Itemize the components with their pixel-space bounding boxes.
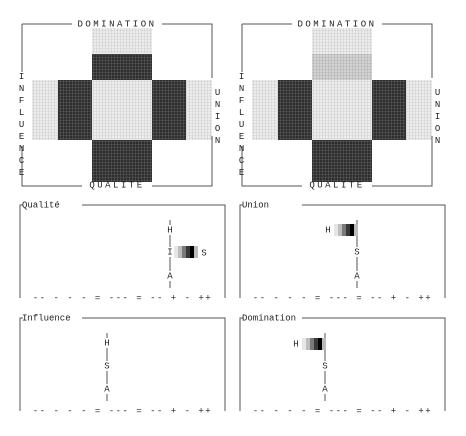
axis-letter: S [104, 361, 109, 371]
label-left: INFLUENCE [17, 72, 27, 180]
letter-bg [103, 361, 111, 371]
grid-cell-block [312, 140, 372, 182]
letter-bg [200, 248, 208, 258]
score-bar [190, 246, 194, 258]
axis-letter: A [354, 271, 360, 281]
label-right: UNION [433, 88, 443, 148]
grid-cell-block [312, 54, 372, 80]
label-bottom: QUALITE [309, 180, 364, 190]
axis-letter: S [322, 361, 327, 371]
panel-frame [239, 317, 446, 411]
axis-letter: H [325, 225, 330, 235]
score-bar [338, 224, 342, 236]
axis-letter: A [322, 384, 328, 394]
score-bar [186, 246, 190, 258]
label-bottom: QUALITE [89, 180, 144, 190]
panel-title: Domination [242, 313, 296, 323]
score-bar [174, 246, 178, 258]
grid-cell-block [152, 80, 186, 140]
grid-cell-block [278, 80, 312, 140]
axis-letter: A [104, 384, 110, 394]
letter-bg [353, 271, 361, 281]
score-bar [334, 224, 338, 236]
panel-frame [19, 204, 226, 298]
grid-cell-block [92, 54, 152, 80]
letter-bg [166, 247, 174, 257]
grid-cell-block [312, 80, 372, 140]
scale: -- - - - = --- = -- + - ++ [253, 293, 432, 303]
axis-letter: H [293, 339, 298, 349]
letter-bg [292, 339, 300, 349]
score-bar [178, 246, 182, 258]
axis-letter: I [167, 247, 172, 257]
score-bar [194, 246, 198, 258]
letter-bg [353, 247, 361, 257]
score-bar [310, 338, 314, 350]
panel-frame [239, 204, 446, 298]
score-bar [182, 246, 186, 258]
scale: -- - - - = --- = -- + - ++ [253, 406, 432, 416]
score-bar [302, 338, 306, 350]
score-bar [342, 224, 346, 236]
letter-bg [166, 271, 174, 281]
axis-letter: A [167, 271, 173, 281]
grid-cell-block [312, 28, 372, 54]
score-bar [346, 224, 350, 236]
axis-letter: H [104, 338, 109, 348]
letter-bg [103, 384, 111, 394]
panel-frame [19, 317, 226, 411]
label-right: UNION [213, 88, 223, 148]
score-bar [318, 338, 322, 350]
frame [241, 23, 433, 187]
grid-cell-block [92, 28, 152, 54]
axis-letter: H [167, 225, 172, 235]
grid-cell-block [186, 80, 212, 140]
letter-bg [321, 361, 329, 371]
score-bar [354, 224, 358, 236]
cross-diagram: DOMINATION QUALITE INFLUENCE UNION [237, 19, 443, 190]
grid-cell-block [92, 80, 152, 140]
scale: -- - - - = --- = -- + - ++ [33, 293, 212, 303]
frame [21, 23, 213, 187]
axis-letter: S [201, 248, 206, 258]
score-bar [314, 338, 318, 350]
label-left: INFLUENCE [237, 72, 247, 180]
grid-cell-block [58, 80, 92, 140]
letter-bg [166, 225, 174, 235]
score-bar [350, 224, 354, 236]
letter-bg [324, 225, 332, 235]
grid-cell-block [252, 80, 278, 140]
letter-bg [321, 384, 329, 394]
score-bar [322, 338, 326, 350]
score-bar [306, 338, 310, 350]
label-top: DOMINATION [297, 19, 376, 29]
panel-title: Influence [22, 313, 71, 323]
panel-title: Qualité [22, 200, 60, 210]
axis-letter: S [354, 247, 359, 257]
grid-cell-block [92, 140, 152, 182]
grid-cell-block [32, 80, 58, 140]
letter-bg [103, 338, 111, 348]
scale: -- - - - = --- = -- + - ++ [33, 406, 212, 416]
cross-diagram: DOMINATION QUALITE INFLUENCE UNION [17, 19, 223, 190]
panel-title: Union [242, 200, 269, 210]
grid-cell-block [372, 80, 406, 140]
grid-cell-block [406, 80, 432, 140]
label-top: DOMINATION [77, 19, 156, 29]
